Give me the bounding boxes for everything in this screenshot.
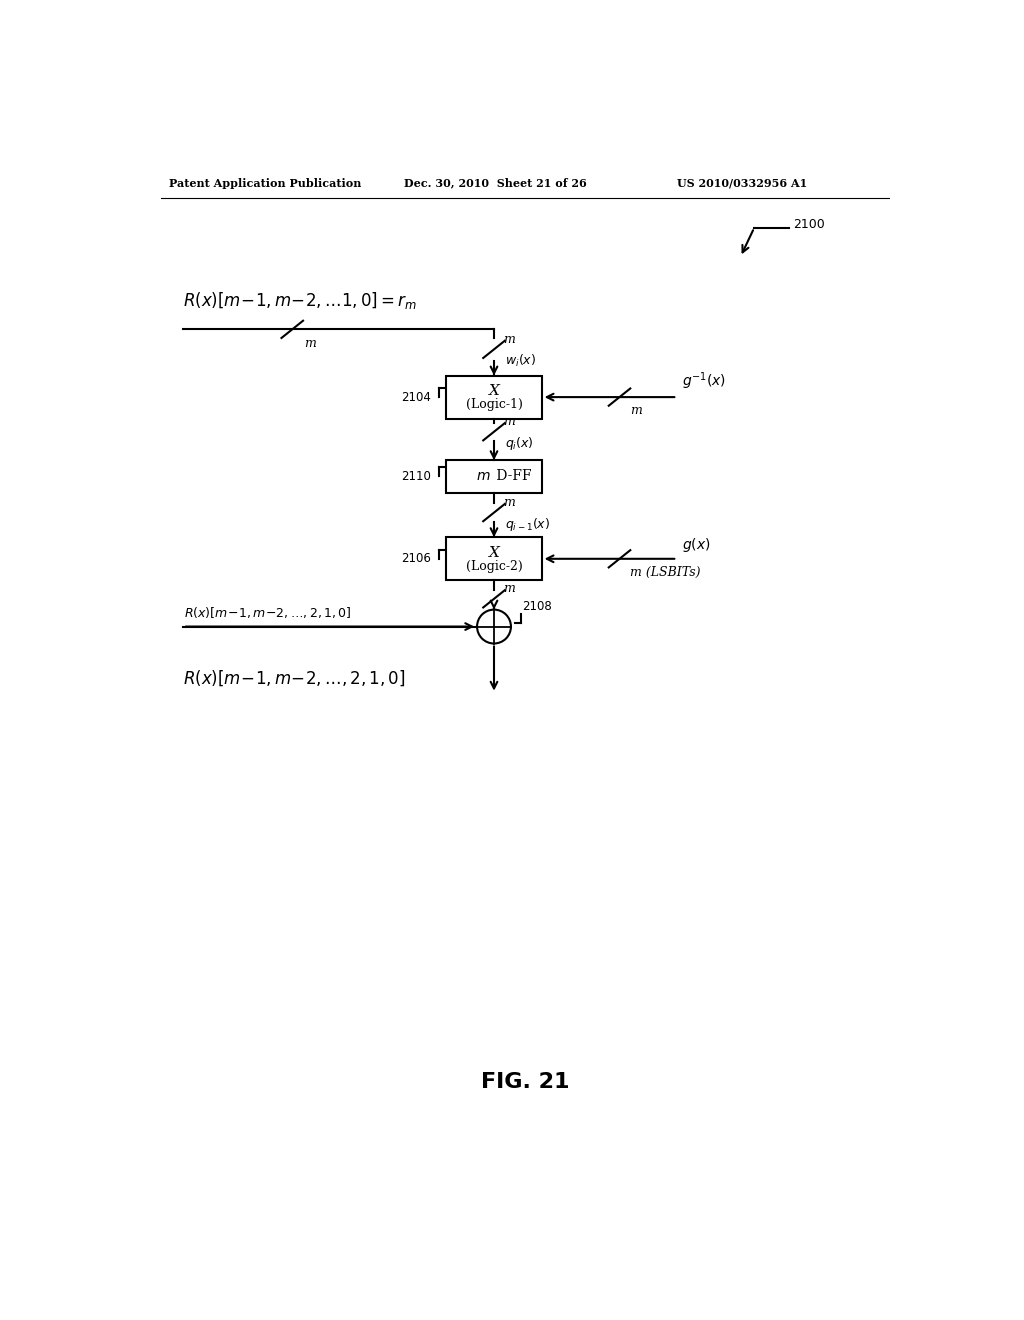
Text: m: m bbox=[503, 582, 515, 595]
Text: m: m bbox=[631, 404, 642, 417]
Bar bbox=[446, 461, 542, 492]
Text: $R(x)[m\!-\!1,m\!-\!2,\ldots1,0]=r_m$: $R(x)[m\!-\!1,m\!-\!2,\ldots1,0]=r_m$ bbox=[183, 290, 417, 312]
Text: 2100: 2100 bbox=[793, 218, 824, 231]
Text: 2108: 2108 bbox=[522, 599, 552, 612]
Text: $g^{-1}(x)$: $g^{-1}(x)$ bbox=[682, 371, 726, 392]
Text: $R(x)[m\!-\!1, m\!-\!2, \ldots,2,1,0]$: $R(x)[m\!-\!1, m\!-\!2, \ldots,2,1,0]$ bbox=[183, 668, 406, 688]
Text: m: m bbox=[503, 333, 515, 346]
Text: $q_i(x)$: $q_i(x)$ bbox=[505, 434, 534, 451]
Text: 2106: 2106 bbox=[401, 552, 431, 565]
Text: X: X bbox=[488, 545, 500, 560]
Text: D-FF: D-FF bbox=[493, 470, 532, 483]
Text: $m$: $m$ bbox=[475, 470, 490, 483]
Text: m: m bbox=[304, 337, 316, 350]
Text: $R(x)[m\!-\!1,m\!-\!2,\ldots,2,1,0]$: $R(x)[m\!-\!1,m\!-\!2,\ldots,2,1,0]$ bbox=[184, 606, 352, 620]
Text: $q_{i-1}(x)$: $q_{i-1}(x)$ bbox=[505, 516, 550, 533]
Circle shape bbox=[477, 610, 511, 644]
Text: US 2010/0332956 A1: US 2010/0332956 A1 bbox=[677, 178, 808, 189]
Text: m: m bbox=[503, 414, 515, 428]
Text: m (LSBITs): m (LSBITs) bbox=[631, 566, 700, 578]
Text: $w_i(x)$: $w_i(x)$ bbox=[505, 352, 536, 368]
Bar bbox=[446, 376, 542, 418]
Text: 2104: 2104 bbox=[401, 391, 431, 404]
Bar bbox=[446, 537, 542, 581]
Text: X: X bbox=[488, 384, 500, 397]
Text: m: m bbox=[503, 496, 515, 508]
Text: (Logic-2): (Logic-2) bbox=[466, 560, 522, 573]
Text: Patent Application Publication: Patent Application Publication bbox=[169, 178, 361, 189]
Text: 2110: 2110 bbox=[401, 470, 431, 483]
Text: $g(x)$: $g(x)$ bbox=[682, 536, 711, 554]
Text: Dec. 30, 2010  Sheet 21 of 26: Dec. 30, 2010 Sheet 21 of 26 bbox=[403, 178, 587, 189]
Text: (Logic-1): (Logic-1) bbox=[466, 399, 522, 412]
Text: FIG. 21: FIG. 21 bbox=[480, 1072, 569, 1093]
